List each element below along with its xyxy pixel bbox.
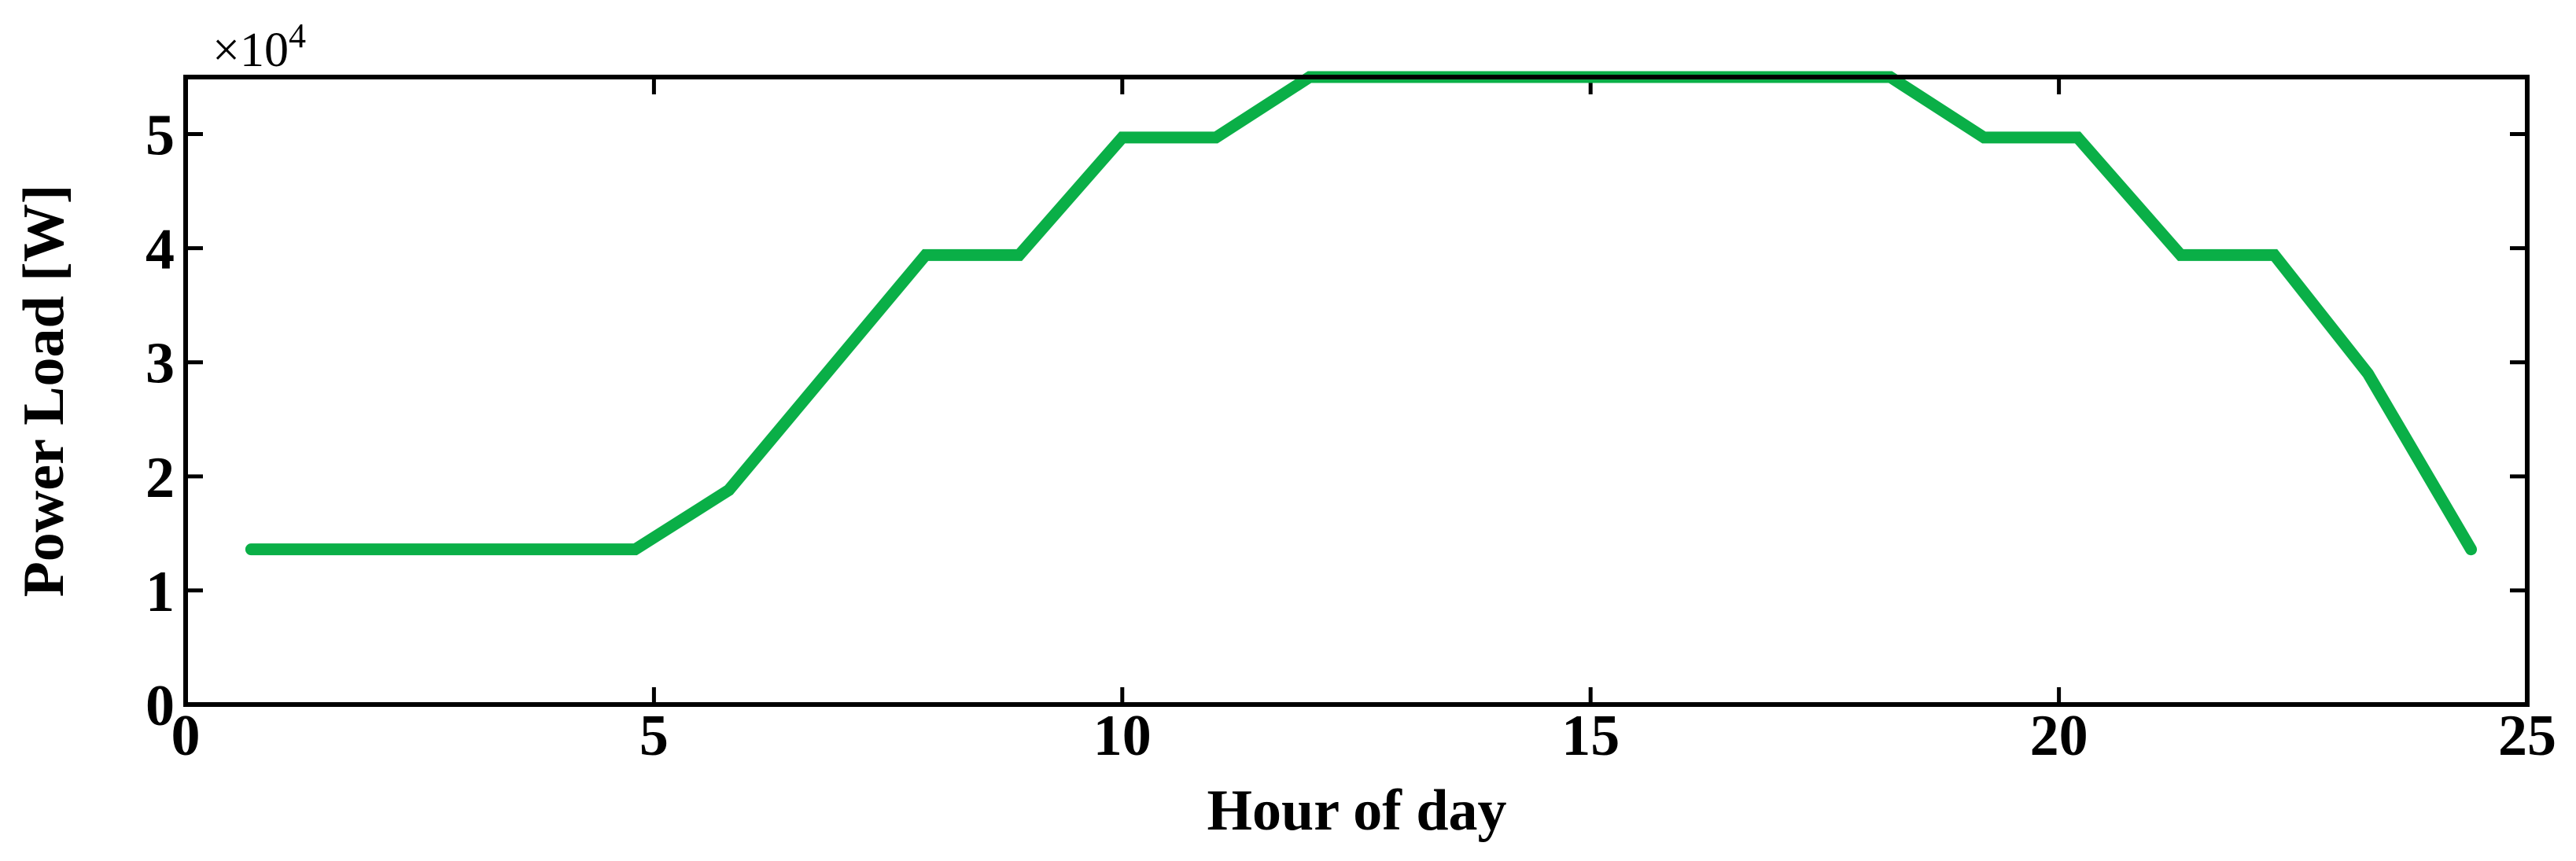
y-tick-label: 3	[146, 332, 175, 396]
y-tick-label: 4	[146, 218, 175, 282]
x-tick-label: 5	[639, 704, 669, 768]
axis-multiplier: ×104	[212, 17, 306, 77]
x-tick-label: 10	[1093, 704, 1152, 768]
y-tick-label: 0	[146, 674, 175, 738]
x-axis-label: Hour of day	[1207, 778, 1506, 843]
x-tick-label: 15	[1561, 704, 1620, 768]
y-tick-label: 2	[146, 446, 175, 510]
x-tick-label: 25	[2498, 704, 2556, 768]
y-axis-label: Power Load [W]	[12, 185, 76, 598]
y-tick-label: 5	[146, 104, 175, 168]
y-tick-label: 1	[146, 560, 175, 624]
x-tick-label: 20	[2030, 704, 2088, 768]
multiplier-exponent: 4	[289, 17, 306, 55]
data-line	[245, 71, 2478, 556]
multiplier-base: ×10	[212, 24, 289, 77]
x-tick-label: 0	[171, 704, 201, 768]
plot-frame	[183, 75, 2530, 707]
